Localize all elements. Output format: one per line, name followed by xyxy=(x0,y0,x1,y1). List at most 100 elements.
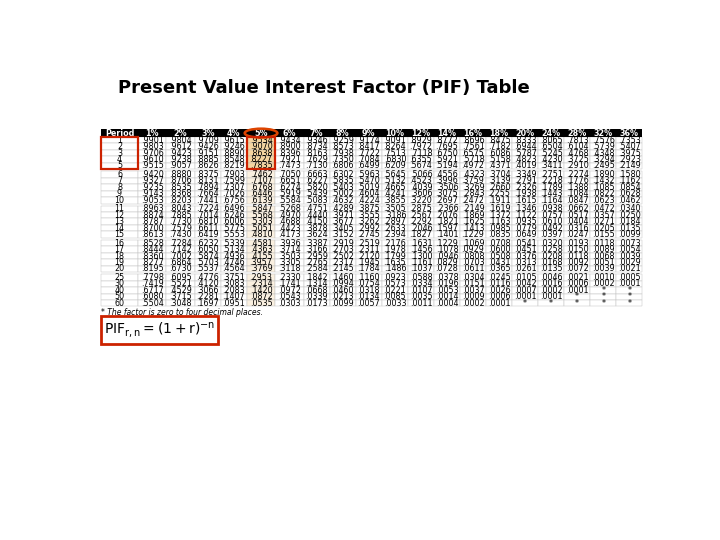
Text: .0014: .0014 xyxy=(436,292,458,301)
Text: .5134: .5134 xyxy=(222,245,245,254)
Bar xyxy=(382,259,408,266)
Bar xyxy=(434,144,460,150)
Text: .6419: .6419 xyxy=(197,230,219,239)
Text: .4019: .4019 xyxy=(514,161,536,171)
Text: .6274: .6274 xyxy=(278,183,301,192)
Text: .3186: .3186 xyxy=(384,211,406,220)
Text: .6302: .6302 xyxy=(331,170,354,179)
Text: .6611: .6611 xyxy=(197,224,219,233)
Bar xyxy=(434,197,460,204)
Bar xyxy=(194,300,221,306)
Bar xyxy=(486,137,512,144)
Bar xyxy=(221,281,247,287)
Text: .0151: .0151 xyxy=(462,279,485,288)
Text: .8787: .8787 xyxy=(140,217,163,226)
Bar xyxy=(304,281,330,287)
Text: 16%: 16% xyxy=(464,129,482,138)
Bar xyxy=(221,156,247,163)
Text: .0600: .0600 xyxy=(488,245,510,254)
Text: .2959: .2959 xyxy=(305,252,328,260)
Text: .9803: .9803 xyxy=(141,142,163,151)
Bar xyxy=(166,129,194,137)
Text: .8535: .8535 xyxy=(169,183,192,192)
Text: 60: 60 xyxy=(114,299,125,308)
Text: .5963: .5963 xyxy=(357,170,380,179)
Text: .2567: .2567 xyxy=(410,211,433,220)
Text: .0005: .0005 xyxy=(618,273,641,282)
Bar xyxy=(408,253,434,259)
Text: .6806: .6806 xyxy=(331,161,354,171)
Bar xyxy=(247,137,275,144)
Bar xyxy=(138,150,166,156)
Text: .0946: .0946 xyxy=(436,252,459,260)
Text: .8613: .8613 xyxy=(141,230,163,239)
Text: .9091: .9091 xyxy=(384,136,406,145)
Bar xyxy=(434,253,460,259)
Bar xyxy=(564,287,590,294)
Bar xyxy=(538,231,564,238)
Text: .7026: .7026 xyxy=(222,190,246,198)
Text: .2149: .2149 xyxy=(462,204,485,213)
Bar xyxy=(408,274,434,281)
Text: .3769: .3769 xyxy=(250,265,272,273)
Text: .5537: .5537 xyxy=(197,265,219,273)
Bar xyxy=(101,171,138,178)
Bar xyxy=(330,137,356,144)
Text: .3704: .3704 xyxy=(487,170,510,179)
Bar xyxy=(194,150,221,156)
Text: .0334: .0334 xyxy=(410,279,432,288)
Bar xyxy=(330,150,356,156)
Text: .5787: .5787 xyxy=(514,148,536,158)
Bar xyxy=(538,294,564,300)
Bar xyxy=(460,197,486,204)
Bar xyxy=(434,259,460,266)
Text: .6750: .6750 xyxy=(436,148,459,158)
Text: 8%: 8% xyxy=(336,129,350,138)
Text: .8700: .8700 xyxy=(141,224,163,233)
Text: .0754: .0754 xyxy=(357,279,380,288)
Text: .0431: .0431 xyxy=(488,258,510,267)
Text: .7513: .7513 xyxy=(384,148,406,158)
Bar xyxy=(166,231,194,238)
Bar xyxy=(512,294,538,300)
Bar xyxy=(564,246,590,253)
Text: .8890: .8890 xyxy=(222,148,245,158)
Bar xyxy=(486,219,512,225)
Text: .1697: .1697 xyxy=(197,299,219,308)
Text: .2745: .2745 xyxy=(357,230,380,239)
Bar xyxy=(538,287,564,294)
Bar xyxy=(247,259,275,266)
Text: .1388: .1388 xyxy=(566,183,588,192)
Bar xyxy=(330,171,356,178)
Text: .9053: .9053 xyxy=(140,196,163,205)
Text: .3048: .3048 xyxy=(169,299,192,308)
Text: .1160: .1160 xyxy=(358,273,380,282)
Bar xyxy=(434,266,460,272)
Bar xyxy=(138,287,166,294)
Text: .5775: .5775 xyxy=(222,224,246,233)
Text: .6095: .6095 xyxy=(169,273,192,282)
Text: .2519: .2519 xyxy=(357,239,380,248)
Bar xyxy=(138,231,166,238)
Text: .2292: .2292 xyxy=(410,217,433,226)
Bar xyxy=(221,184,247,191)
Bar xyxy=(247,178,275,184)
Text: .4972: .4972 xyxy=(462,161,485,171)
Text: .3878: .3878 xyxy=(305,224,328,233)
Text: .0316: .0316 xyxy=(566,224,588,233)
Text: .7107: .7107 xyxy=(250,177,272,185)
Text: .1827: .1827 xyxy=(410,230,432,239)
Text: .4150: .4150 xyxy=(305,217,328,226)
Bar xyxy=(382,129,408,137)
Text: .5718: .5718 xyxy=(462,155,485,164)
Text: 14: 14 xyxy=(114,224,125,233)
Bar xyxy=(275,184,304,191)
Bar xyxy=(101,231,138,238)
Bar xyxy=(275,163,304,169)
Bar xyxy=(564,178,590,184)
Bar xyxy=(221,137,247,144)
Text: .1078: .1078 xyxy=(436,245,459,254)
Text: .0007: .0007 xyxy=(514,286,536,295)
Bar xyxy=(460,240,486,246)
Text: .3936: .3936 xyxy=(278,239,301,248)
